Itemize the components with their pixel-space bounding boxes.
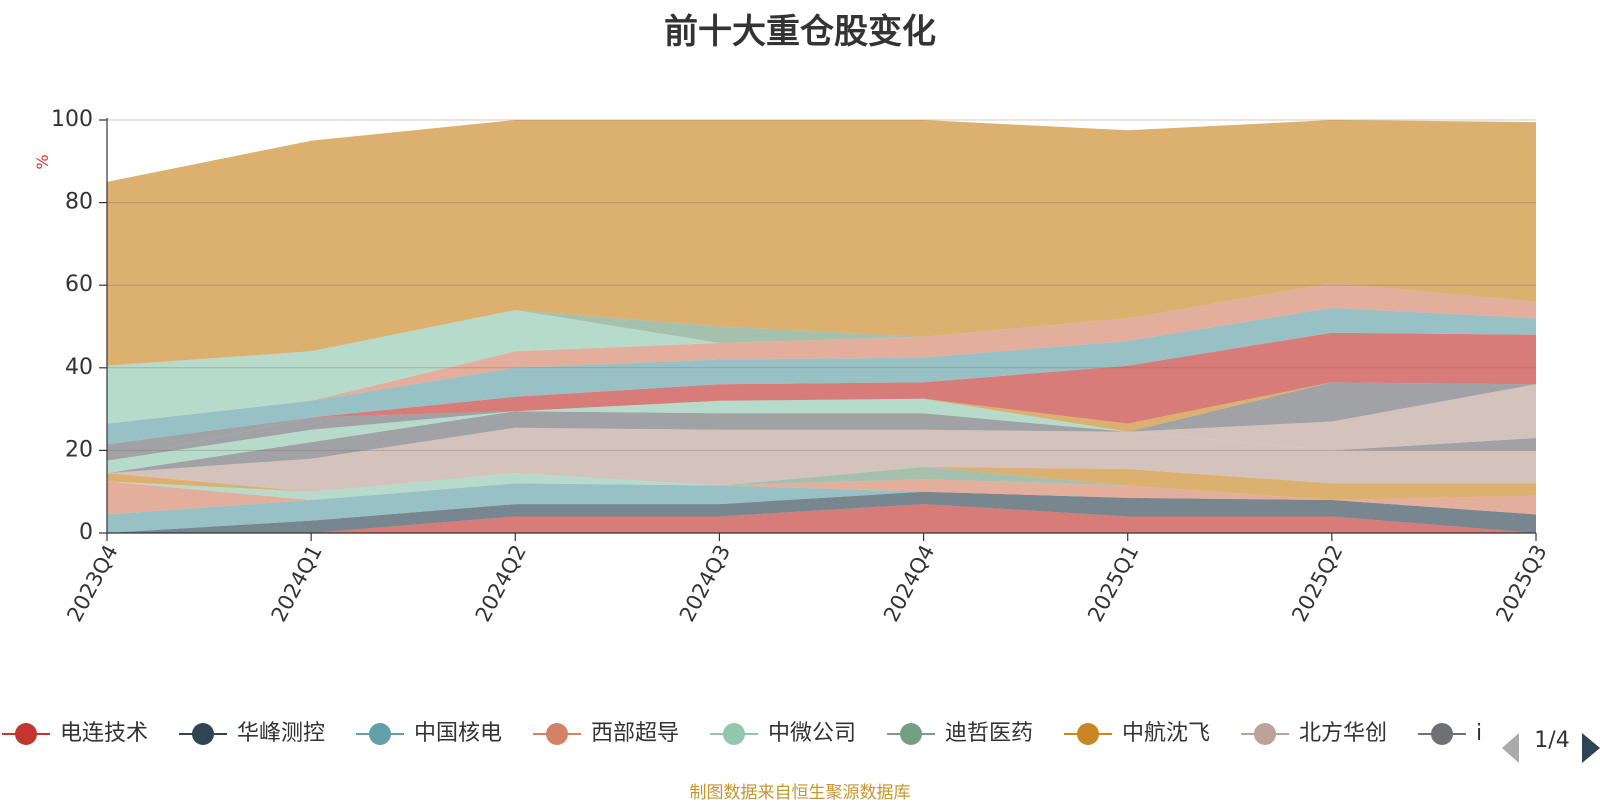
y-tick-label: 0 [79,520,93,545]
x-tick-label: 2024Q4 [879,541,939,626]
legend-swatch-dot [1254,723,1276,745]
legend-label: 西部超导 [591,721,679,746]
legend: 电连技术 华峰测控 中国核电 西部超导 中微公司 迪哲医药 中航沈飞 北方华创 i [2,721,1482,746]
legend-item[interactable]: 电连技术 [2,721,148,746]
legend-pager: 1/4 [1502,728,1600,763]
source-note: 制图数据来自恒生聚源数据库 [689,783,911,803]
legend-label: 中国核电 [414,721,502,746]
x-tick-label: 2025Q1 [1083,541,1143,626]
area-series-19 [107,307,1536,445]
legend-swatch-dot [15,723,37,745]
area-series-14 [107,398,1536,461]
legend-item[interactable]: 中航沈飞 [1064,721,1210,746]
area-series-9 [107,411,1536,474]
legend-swatch-dot [546,723,568,745]
legend-swatch-dot [900,723,922,745]
legend-label: 中微公司 [768,721,856,746]
y-tick-label: 20 [65,437,93,462]
plot-area [107,120,1536,533]
legend-item[interactable]: 迪哲医药 [887,721,1033,746]
area-series-3 [107,483,1536,533]
area-series-16 [107,382,1536,461]
y-tick-label: 100 [51,107,93,132]
legend-label: 华峰测控 [237,721,325,746]
y-tick-label: 80 [65,190,93,215]
legend-swatch-dot [192,723,214,745]
area-series-4 [107,479,1536,515]
area-series-13 [107,398,1536,474]
area-series-1 [107,504,1536,533]
legend-item[interactable]: 中国核电 [356,721,502,746]
legend-swatch-dot [1077,723,1099,745]
area-series-20 [107,283,1536,424]
area-series-8 [107,427,1536,492]
x-tick-label: 2025Q2 [1287,541,1347,626]
legend-swatch-dot [1431,723,1453,745]
area-series-23 [107,120,1536,366]
y-tick-label: 60 [65,272,93,297]
legend-label: 北方华创 [1299,721,1387,746]
area-series-5 [107,473,1536,500]
area-series-7 [107,466,1536,500]
chart-title: 前十大重仓股变化 [664,12,936,52]
legend-item[interactable]: i [1418,721,1482,746]
legend-label: i [1476,721,1482,746]
legend-swatch-dot [369,723,391,745]
x-tick-label: 2024Q2 [471,541,531,626]
x-tick-label: 2023Q4 [62,541,122,626]
legend-next-icon[interactable] [1582,733,1600,763]
area-series-2 [107,491,1536,533]
x-tick-label: 2024Q1 [267,541,327,626]
x-tick-label: 2024Q3 [675,541,735,626]
legend-item[interactable]: 北方华创 [1241,721,1387,746]
legend-item[interactable]: 中微公司 [710,721,856,746]
legend-item[interactable]: 西部超导 [533,721,679,746]
y-axis-label: % [33,154,52,169]
area-series-18 [107,332,1536,445]
area-series-21 [107,283,1536,424]
y-tick-label: 40 [65,355,93,380]
legend-prev-icon[interactable] [1502,733,1519,763]
legend-label: 中航沈飞 [1122,721,1210,746]
legend-label: 电连技术 [60,721,148,746]
legend-swatch-dot [723,723,745,745]
legend-page-indicator: 1/4 [1534,728,1569,753]
x-tick-label: 2025Q3 [1491,541,1551,626]
legend-item[interactable]: 华峰测控 [179,721,325,746]
legend-label: 迪哲医药 [945,721,1033,746]
